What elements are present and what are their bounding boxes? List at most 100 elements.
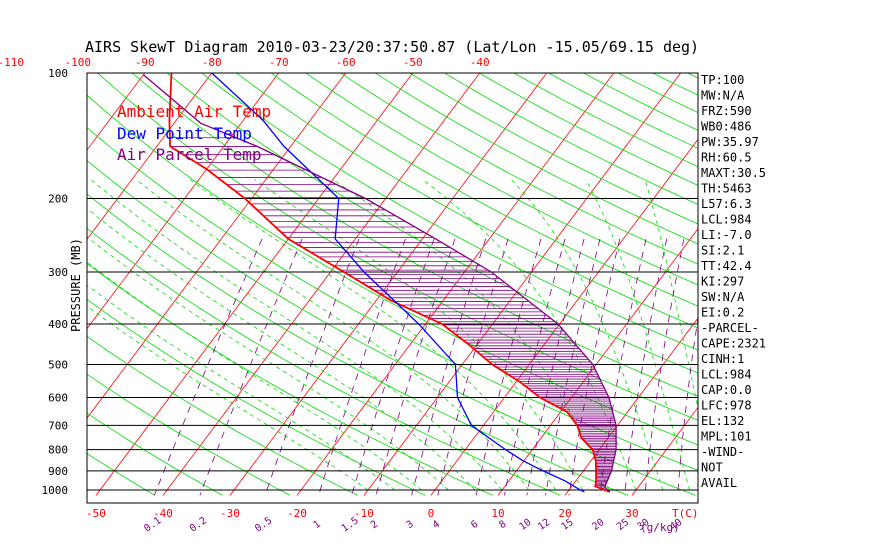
chart-title: AIRS SkewT Diagram 2010-03-23/20:37:50.8… — [85, 38, 699, 56]
pressure-tick-label: 700 — [48, 419, 68, 432]
dry-adiabat-line — [87, 262, 493, 496]
isotherm-line — [497, 228, 698, 496]
dry-adiabat-line — [478, 73, 698, 186]
mixing-ratio-line — [437, 238, 509, 496]
isotherm-line — [363, 73, 682, 496]
mixing-ratio-tick-label: 4 — [431, 519, 442, 531]
sounding-stat-item: SW:N/A — [701, 290, 745, 304]
sounding-stat-item: TT:42.4 — [701, 259, 752, 273]
sounding-stat-item: EL:132 — [701, 414, 744, 428]
pressure-tick-label: 400 — [48, 318, 68, 331]
top-temperature-tick-label: -80 — [202, 56, 222, 69]
temperature-unit-label: T(C) — [672, 507, 699, 520]
bottom-temperature-tick-label: 30 — [625, 507, 638, 520]
isotherm-line — [0, 64, 18, 496]
sounding-stat-item: AVAIL — [701, 476, 737, 490]
dry-adiabat-line — [270, 73, 698, 307]
dry-adiabat-line — [547, 73, 698, 149]
sounding-stat-item: TP:100 — [701, 73, 744, 87]
sounding-stat-item: KI:297 — [701, 275, 744, 289]
legend-dew-point-temp: Dew Point Temp — [117, 124, 252, 143]
dry-adiabat-line — [235, 73, 698, 329]
mixing-ratio-line — [153, 238, 263, 496]
legend: Ambient Air Temp Dew Point Temp Air Parc… — [117, 102, 271, 164]
pressure-axis-label: PRESSURE (MB) — [69, 238, 83, 332]
mixing-ratio-line — [644, 238, 685, 496]
top-temperature-tick-label: -110 — [0, 56, 24, 69]
dry-adiabat-line — [87, 94, 698, 446]
mixing-ratio-tick-label: 1 — [312, 519, 323, 531]
top-temperature-tick-label: -100 — [65, 56, 92, 69]
sounding-stat-item: LCL:984 — [701, 368, 752, 382]
bottom-temperature-tick-labels: -50 -40 -30 -20 -10 0 10 20 30 — [86, 507, 639, 520]
sounding-stat-item: PW:35.97 — [701, 135, 759, 149]
dry-adiabat-line — [166, 73, 698, 374]
isotherm-line — [833, 64, 870, 496]
sounding-stat-item: SI:2.1 — [701, 244, 744, 258]
top-temperature-tick-label: -40 — [470, 56, 490, 69]
cape-hatching — [169, 137, 617, 489]
dry-adiabat-line — [131, 73, 698, 397]
bottom-temperature-tick-label: -20 — [287, 507, 307, 520]
mixing-ratio-line — [264, 238, 360, 496]
sounding-stat-item: RH:60.5 — [701, 151, 752, 165]
dry-adiabat-line — [87, 298, 426, 496]
top-temperature-tick-label: -90 — [135, 56, 155, 69]
sounding-stat-item: TH:5463 — [701, 182, 752, 196]
sounding-stat-item: CAP:0.0 — [701, 383, 752, 397]
top-temperature-tick-label: -60 — [336, 56, 356, 69]
ambient-air-temp-line — [168, 73, 611, 493]
plot-grid — [0, 64, 870, 496]
mixing-ratio-tick-label: 0.5 — [253, 515, 274, 534]
bottom-temperature-tick-label: -50 — [86, 507, 106, 520]
mixing-ratio-tick-label: 20 — [590, 517, 606, 533]
mixing-ratio-line — [199, 238, 303, 496]
dry-adiabat-line — [87, 127, 698, 471]
mixing-ratio-tick-label: 12 — [536, 517, 552, 533]
sounding-stat-item: LI:-7.0 — [701, 228, 752, 242]
dry-adiabat-line — [87, 193, 629, 496]
moist-adiabat-line — [135, 179, 530, 491]
plot-frame — [86, 72, 699, 504]
moist-adiabat-line — [87, 236, 449, 491]
sounding-stat-item: FRZ:590 — [701, 104, 752, 118]
mixing-ratio-line — [624, 238, 668, 496]
mixing-ratio-line — [318, 238, 406, 496]
sounding-stat-item: CAPE:2321 — [701, 337, 766, 351]
mixing-ratio-tick-label: 0.2 — [188, 515, 209, 534]
top-temperature-tick-labels: -120-110-100-90-80-70-60-50-40 — [0, 56, 490, 69]
dry-adiabat-line — [87, 335, 358, 496]
sounding-stat-item: MPL:101 — [701, 430, 752, 444]
isotherm-line — [87, 73, 347, 419]
sounding-stat-item: -WIND- — [701, 445, 744, 459]
mixing-ratio-tick-label: 8 — [497, 519, 508, 531]
mixing-ratio-unit-label: (g/kg) — [640, 521, 680, 534]
isotherm-line — [564, 317, 698, 496]
isotherm-line — [296, 73, 615, 496]
sounding-stat-item: WB0:486 — [701, 120, 752, 134]
pressure-tick-label: 900 — [48, 465, 68, 478]
moist-adiabat-line — [254, 179, 583, 491]
sounding-stat-item: MW:N/A — [701, 89, 745, 103]
isotherm-line — [631, 406, 698, 496]
bottom-temperature-tick-label: -30 — [220, 507, 240, 520]
pressure-tick-label: 100 — [48, 67, 68, 80]
pressure-tick-label: 800 — [48, 444, 68, 457]
sounding-stat-item: EI:0.2 — [701, 306, 744, 320]
top-temperature-tick-label: -70 — [269, 56, 289, 69]
dry-adiabat-line — [339, 73, 698, 265]
dry-adiabat-line — [87, 412, 223, 496]
mixing-ratio-line — [411, 238, 487, 496]
bottom-temperature-tick-label: 0 — [428, 507, 435, 520]
dry-adiabat-line — [513, 73, 698, 168]
sounding-stat-item: L57:6.3 — [701, 197, 752, 211]
mixing-ratio-line — [599, 238, 647, 496]
moist-adiabat-line — [87, 208, 476, 491]
mixing-ratio-tick-label: 6 — [469, 519, 480, 531]
moist-adiabat-line — [90, 179, 503, 491]
isotherm-line — [430, 138, 698, 496]
dry-adiabat-line — [651, 73, 698, 96]
isotherm-line — [95, 73, 414, 496]
mixing-ratio-tick-label: 3 — [405, 519, 416, 531]
